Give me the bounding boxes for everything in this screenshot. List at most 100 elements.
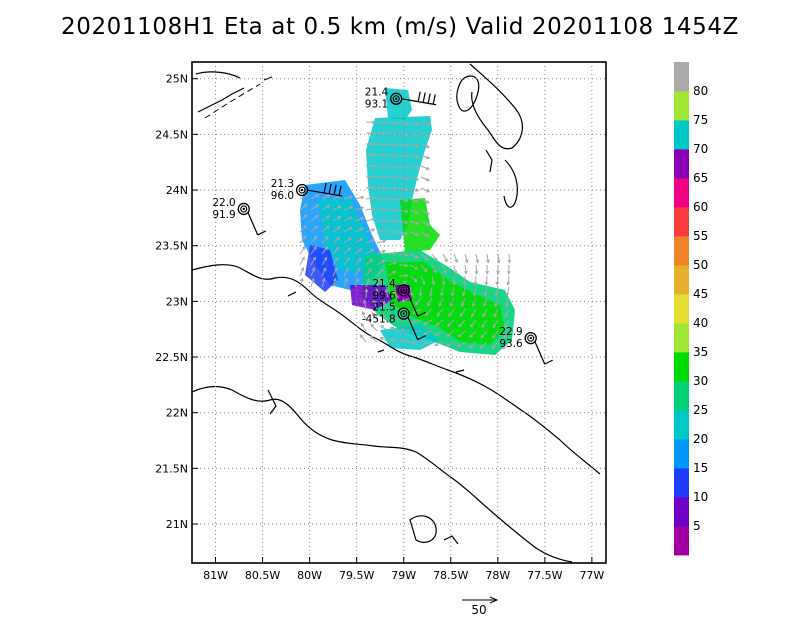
coastlines bbox=[192, 63, 601, 563]
station-marker: 21.396.0 bbox=[271, 178, 343, 202]
station-label-line2: 93.1 bbox=[365, 99, 388, 111]
wind-barb-staff bbox=[407, 316, 419, 340]
colorbar-swatch bbox=[674, 265, 689, 295]
wind-barb-feather bbox=[422, 92, 426, 103]
colorbar-label: 45 bbox=[693, 287, 708, 301]
lat-tick-label: 25N bbox=[166, 73, 188, 86]
colorbar-label: 20 bbox=[693, 432, 708, 446]
colorbar-swatch bbox=[674, 381, 689, 411]
wind-barb-feather bbox=[427, 93, 431, 104]
colorbar-label: 70 bbox=[693, 142, 708, 156]
station-inner-ring bbox=[400, 310, 408, 318]
lon-tick-label: 79W bbox=[391, 569, 416, 582]
colorbar-label: 50 bbox=[693, 258, 708, 272]
station-inner-ring bbox=[527, 334, 535, 342]
wind-barb-feather bbox=[417, 91, 421, 102]
station-label-line1: 22.0 bbox=[212, 197, 235, 209]
colorbar-swatch bbox=[674, 526, 689, 556]
lat-tick-label: 21N bbox=[166, 518, 188, 531]
wind-barb-feather bbox=[417, 311, 426, 317]
colorbar-swatch bbox=[674, 468, 689, 498]
lat-tick-label: 23.5N bbox=[155, 240, 188, 253]
colorbar-swatch bbox=[674, 352, 689, 382]
colorbar-swatch bbox=[674, 178, 689, 208]
wind-barb-feather bbox=[544, 359, 553, 365]
wind-barb-feather bbox=[328, 183, 332, 195]
lon-tick-label: 77.5W bbox=[527, 569, 562, 582]
station-ring bbox=[524, 331, 537, 345]
station-marker: 22.091.9 bbox=[212, 197, 267, 236]
station-dot bbox=[300, 188, 304, 192]
colorbar-label: 5 bbox=[693, 519, 701, 533]
wind-barb-feather bbox=[333, 184, 337, 195]
station-dot bbox=[394, 97, 398, 100]
wind-speed-shading bbox=[300, 88, 515, 355]
colorbar-swatch bbox=[674, 62, 689, 92]
colorbar-swatch bbox=[674, 91, 689, 121]
colorbar-swatch bbox=[674, 294, 689, 324]
wind-barb-feather bbox=[432, 94, 436, 105]
lon-tick-label: 78W bbox=[485, 569, 510, 582]
station-dot bbox=[402, 312, 405, 315]
wind-barb-feather bbox=[338, 185, 342, 196]
station-inner-ring bbox=[298, 186, 306, 194]
vector-scale-label: 50 bbox=[471, 603, 486, 617]
colorbar-label: 35 bbox=[693, 345, 708, 359]
wind-barb-staff bbox=[534, 340, 546, 365]
station-label-line1: 21.4 bbox=[365, 87, 389, 99]
map-title: 20201108H1 Eta at 0.5 km (m/s) Valid 202… bbox=[60, 14, 739, 40]
colorbar: 5 10 15 20 25 30 35 40 45 50 55 60 65 70 75 80 bbox=[674, 62, 708, 556]
station-marker: 21.5-451.8 bbox=[362, 302, 426, 341]
vector-scale: 50 bbox=[462, 596, 499, 617]
colorbar-label: 55 bbox=[693, 229, 708, 243]
colorbar-swatch bbox=[674, 497, 689, 527]
station-dot bbox=[529, 336, 532, 340]
colorbar-swatch bbox=[674, 236, 689, 266]
station-ring bbox=[237, 202, 250, 216]
lon-tick-label: 78.5W bbox=[433, 569, 468, 582]
station-marker: 22.993.6 bbox=[499, 326, 553, 365]
colorbar-label: 25 bbox=[693, 403, 708, 417]
station-inner-ring bbox=[400, 286, 408, 294]
lon-tick-label: 79.5W bbox=[339, 569, 374, 582]
plot-frame bbox=[191, 61, 607, 564]
station-dot bbox=[242, 207, 245, 211]
wind-barb-staff bbox=[247, 211, 259, 236]
station-marker: 21.493.1 bbox=[365, 87, 437, 111]
lat-tick-label: 23N bbox=[166, 295, 188, 308]
station-label-line1: 21.3 bbox=[271, 178, 294, 190]
latitude-ticks: 21N 21.5N 22N 22.5N 23N 23.5N 24N 24.5N 25N bbox=[155, 73, 198, 531]
station-label-line1: 21.4 bbox=[372, 278, 396, 290]
station-marker: 21.499.6 bbox=[372, 278, 426, 317]
colorbar-label: 15 bbox=[693, 461, 708, 475]
station-ring bbox=[397, 307, 410, 320]
colorbar-swatch bbox=[674, 149, 689, 179]
station-label-line1: 21.5 bbox=[372, 302, 395, 314]
colorbar-swatch bbox=[674, 207, 689, 237]
wind-barb-staff bbox=[407, 292, 419, 317]
longitude-ticks: 81W 80.5W 80W 79.5W 79W 78.5W 78W 77.5W 77W bbox=[203, 557, 604, 582]
station-label-line2: 99.6 bbox=[372, 290, 396, 302]
station-ring bbox=[397, 284, 410, 297]
colorbar-label: 75 bbox=[693, 113, 708, 127]
station-inner-ring bbox=[240, 205, 248, 213]
lat-tick-label: 22.5N bbox=[155, 351, 188, 364]
lat-tick-label: 24N bbox=[166, 184, 188, 197]
colorbar-swatch bbox=[674, 410, 689, 440]
boundary-line bbox=[204, 83, 261, 119]
wind-barb-feather bbox=[417, 335, 426, 341]
station-label-line2: 93.6 bbox=[499, 338, 523, 350]
colorbar-label: 60 bbox=[693, 200, 708, 214]
lon-tick-label: 81W bbox=[203, 569, 228, 582]
lon-tick-label: 77W bbox=[579, 569, 604, 582]
lon-tick-label: 80W bbox=[297, 569, 322, 582]
colorbar-label: 10 bbox=[693, 490, 708, 504]
station-label-line2: -451.8 bbox=[362, 314, 396, 326]
colorbar-swatch bbox=[674, 323, 689, 353]
gridlines bbox=[192, 62, 606, 563]
station-inner-ring bbox=[392, 95, 400, 103]
station-label-line2: 96.0 bbox=[271, 190, 294, 202]
lat-tick-label: 21.5N bbox=[155, 462, 188, 475]
lat-tick-label: 22N bbox=[166, 407, 188, 420]
